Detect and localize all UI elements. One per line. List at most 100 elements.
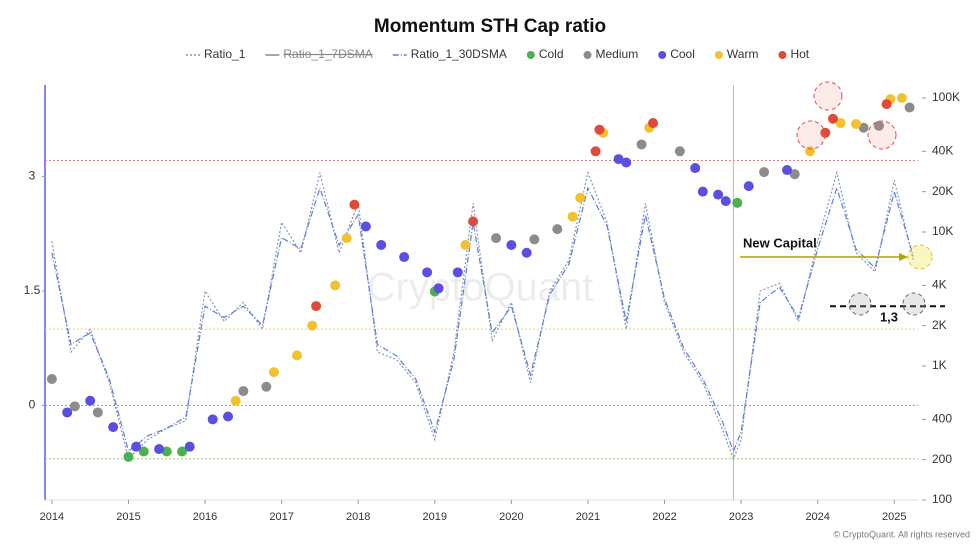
price-dot: [759, 167, 770, 178]
annotation: New Capital: [743, 235, 817, 250]
price-dot: [873, 120, 884, 131]
legend: Ratio_1 Ratio_1_7DSMA Ratio_1_30DSMA Cold Me…: [186, 47, 810, 61]
price-dot: [311, 301, 322, 312]
y-tick-label: 1.5: [24, 283, 41, 297]
y2-tick-label: 40K: [932, 143, 953, 157]
price-dot: [743, 181, 754, 192]
price-dot: [805, 146, 816, 157]
price-dot: [360, 221, 371, 232]
price-dot: [452, 267, 463, 278]
price-dot: [506, 239, 517, 250]
annotation: 1,3: [880, 309, 898, 324]
price-dot: [207, 414, 218, 425]
price-dot: [491, 233, 502, 244]
price-dot: [138, 446, 149, 457]
legend-label: Ratio_1: [204, 47, 246, 61]
x-tick-label: 2014: [40, 511, 64, 523]
price-dot: [108, 422, 119, 433]
highlight-circle: [867, 120, 897, 150]
chart-title: Momentum STH Cap ratio: [374, 16, 606, 37]
low-circles: [848, 292, 926, 316]
price-dot: [341, 233, 352, 244]
price-dot: [177, 446, 188, 457]
y-tick-label: 0: [29, 398, 36, 412]
legend-label: Cool: [670, 47, 695, 61]
price-dot: [636, 139, 647, 150]
ratio-line: [51, 170, 914, 461]
price-dot: [46, 373, 57, 384]
x-tick-label: 2024: [805, 511, 829, 523]
legend-label: Medium: [596, 47, 639, 61]
y2-tick-label: 100K: [932, 90, 960, 104]
legend-label: Cold: [539, 47, 564, 61]
legend-swatch: [526, 51, 535, 59]
y2-tick-label: 200: [932, 452, 952, 466]
price-dot: [567, 211, 578, 222]
price-dot: [690, 163, 701, 174]
legend-swatch: [658, 51, 667, 59]
price-dot: [697, 186, 708, 197]
price-dot: [835, 118, 846, 129]
price-dot: [349, 199, 360, 210]
x-tick-label: 2023: [729, 511, 753, 523]
price-dot: [521, 247, 532, 258]
price-dot: [468, 216, 479, 227]
price-dot: [460, 239, 471, 250]
price-dot: [621, 157, 632, 168]
price-dot: [827, 113, 838, 124]
highlight-circle: [813, 81, 843, 111]
capital-arrowhead: [899, 253, 908, 261]
price-dot: [154, 444, 165, 455]
ratio-line: [51, 185, 914, 453]
price-dot: [850, 118, 861, 129]
price-dot: [433, 283, 444, 294]
x-tick-label: 2016: [193, 511, 217, 523]
price-dot: [238, 386, 249, 397]
price-dot: [648, 118, 659, 129]
low-circle: [848, 292, 872, 316]
price-dot: [881, 99, 892, 110]
price-dot: [376, 239, 387, 250]
price-dot: [594, 124, 605, 135]
price-dot: [307, 320, 318, 331]
low-circle: [902, 292, 926, 316]
price-dot: [291, 350, 302, 361]
x-tick-label: 2022: [652, 511, 676, 523]
price-dot: [575, 192, 586, 203]
x-tick-label: 2019: [423, 511, 447, 523]
y2-tick-label: 4K: [932, 277, 947, 291]
watermark: CryptoQuant: [367, 266, 594, 310]
legend-label: Ratio_1_7DSMA: [283, 47, 372, 61]
price-dot: [422, 267, 433, 278]
legend-label: Warm: [727, 47, 759, 61]
price-dot: [529, 234, 540, 245]
x-tick-label: 2015: [116, 511, 140, 523]
legend-swatch: [778, 51, 787, 59]
price-dot: [161, 446, 172, 457]
price-dot: [184, 441, 195, 452]
price-dot: [223, 411, 234, 422]
capital-circle: [907, 244, 933, 270]
price-dot: [720, 196, 731, 207]
price-dot: [613, 154, 624, 165]
credit: © CryptoQuant. All rights reserved: [833, 529, 970, 539]
price-dot: [552, 224, 563, 235]
price-dot: [713, 189, 724, 200]
price-dot: [62, 407, 73, 418]
price-dot: [782, 165, 793, 176]
price-dot: [123, 451, 134, 462]
price-dot: [85, 395, 96, 406]
price-dot: [131, 441, 142, 452]
price-dot: [820, 127, 831, 138]
y2-tick-label: 400: [932, 411, 952, 425]
y-tick-label: 3: [29, 169, 36, 183]
price-dot: [590, 146, 601, 157]
price-dot: [92, 407, 103, 418]
y2-tick-label: 2K: [932, 318, 947, 332]
price-dot: [268, 367, 279, 378]
y2-tick-label: 20K: [932, 184, 953, 198]
legend-label: Ratio_1_30DSMA: [411, 47, 507, 61]
y2-tick-label: 10K: [932, 224, 953, 238]
y2-tick-label: 100: [932, 492, 952, 506]
